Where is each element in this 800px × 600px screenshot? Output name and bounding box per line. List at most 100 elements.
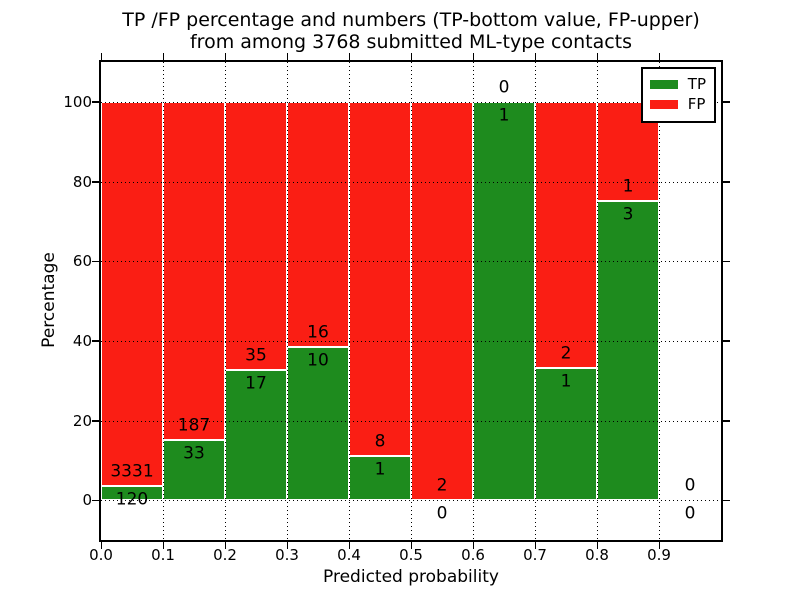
plot-area: TP FP 3331 120 187 33 35 17 16 10 8 1 2 0 0 1 2 1 1 3 0 0 <box>99 60 723 542</box>
tp-count-label: 3 <box>622 204 634 225</box>
tp-bar-segment <box>473 101 535 501</box>
y-tick-mark <box>92 340 99 342</box>
tp-swatch <box>649 80 678 89</box>
fp-count-label: 187 <box>177 415 211 436</box>
tp-count-label: 0 <box>684 503 696 524</box>
legend: TP FP <box>640 67 716 123</box>
x-tick-mark <box>472 542 474 549</box>
fp-count-label: 1 <box>622 176 634 197</box>
fp-bar-segment <box>411 101 473 501</box>
x-gridline <box>597 62 598 540</box>
y-tick-mark <box>92 260 99 263</box>
y-tick-mark-right <box>723 260 730 263</box>
tp-count-label: 0 <box>436 503 448 524</box>
legend-label-fp: FP <box>687 95 706 113</box>
y-tick-mark-right <box>723 101 730 103</box>
x-gridline <box>411 62 412 540</box>
fp-count-label: 2 <box>436 475 448 496</box>
x-tick-label: 0.4 <box>337 546 361 564</box>
tp-count-label: 120 <box>115 489 149 510</box>
legend-item-tp: TP <box>649 75 706 93</box>
x-tick-label: 0.1 <box>151 546 175 564</box>
x-tick-mark-top <box>100 53 102 60</box>
y-tick-mark <box>92 101 99 103</box>
x-gridline <box>163 62 164 540</box>
x-tick-label: 0.0 <box>89 546 113 564</box>
x-gridline <box>287 62 288 540</box>
tp-count-label: 1 <box>498 105 510 126</box>
chart-title: TP /FP percentage and numbers (TP-bottom… <box>101 9 721 53</box>
fp-count-label: 0 <box>498 77 510 98</box>
x-tick-mark <box>658 542 660 549</box>
x-tick-mark <box>534 542 536 549</box>
x-tick-mark <box>162 542 164 549</box>
fp-bar-segment <box>349 101 411 456</box>
x-axis-label: Predicted probability <box>323 567 499 587</box>
fp-count-label: 8 <box>374 431 386 452</box>
y-tick-label: 40 <box>72 331 92 350</box>
y-tick-mark-right <box>723 420 730 422</box>
fp-bar-segment <box>225 101 287 370</box>
x-tick-label: 0.5 <box>399 546 423 564</box>
x-tick-mark <box>348 542 350 549</box>
fp-count-label: 0 <box>684 475 696 496</box>
x-gridline <box>473 62 474 540</box>
tp-count-label: 1 <box>560 371 572 392</box>
chart-title-line2: from among 3768 submitted ML-type contac… <box>189 31 633 53</box>
tp-bar-segment <box>597 201 659 501</box>
x-tick-label: 0.8 <box>585 546 609 564</box>
fp-bar-segment <box>535 101 597 368</box>
y-tick-mark-right <box>723 499 730 502</box>
tp-count-label: 17 <box>245 373 267 394</box>
fp-count-label: 16 <box>307 322 329 343</box>
fp-bar-segment <box>101 101 163 487</box>
x-tick-label: 0.6 <box>461 546 485 564</box>
x-gridline <box>659 62 660 540</box>
fp-bar-segment <box>287 101 349 347</box>
tp-bar-segment <box>287 346 349 501</box>
x-tick-label: 0.3 <box>275 546 299 564</box>
x-tick-mark-top <box>410 53 412 60</box>
x-tick-label: 0.9 <box>647 546 671 564</box>
fp-swatch <box>649 100 678 109</box>
tp-bar-segment <box>225 369 287 501</box>
x-gridline <box>225 62 226 540</box>
x-tick-mark <box>286 542 288 549</box>
legend-label-tp: TP <box>687 75 706 93</box>
y-tick-mark-right <box>723 340 730 342</box>
x-tick-mark-top <box>348 53 350 60</box>
tp-count-label: 33 <box>183 443 205 464</box>
x-tick-mark-top <box>472 53 474 60</box>
y-tick-mark-right <box>723 181 730 183</box>
x-tick-mark-top <box>224 53 226 60</box>
y-tick-label: 20 <box>72 411 92 430</box>
x-tick-mark <box>596 542 598 549</box>
tp-bar-segment <box>163 440 225 501</box>
tp-bar-segment <box>101 486 163 501</box>
x-gridline <box>535 62 536 540</box>
fp-count-label: 35 <box>245 345 267 366</box>
x-tick-mark <box>224 542 226 549</box>
y-tick-label: 80 <box>72 172 92 191</box>
x-tick-mark-top <box>534 53 536 60</box>
x-tick-mark <box>410 542 412 549</box>
x-tick-mark-top <box>658 53 660 60</box>
tp-count-label: 1 <box>374 459 386 480</box>
tp-count-label: 10 <box>307 350 329 371</box>
y-tick-label: 0 <box>82 491 92 510</box>
fp-count-label: 3331 <box>110 461 154 482</box>
y-tick-mark <box>92 499 99 502</box>
x-tick-mark <box>100 542 102 549</box>
x-tick-mark-top <box>162 53 164 60</box>
legend-item-fp: FP <box>649 95 706 113</box>
x-tick-label: 0.2 <box>213 546 237 564</box>
x-tick-label: 0.7 <box>523 546 547 564</box>
y-tick-mark <box>92 420 99 422</box>
fp-count-label: 2 <box>560 343 572 364</box>
chart-title-line1: TP /FP percentage and numbers (TP-bottom… <box>122 9 700 31</box>
y-tick-label: 60 <box>72 252 92 271</box>
x-tick-mark-top <box>596 53 598 60</box>
y-tick-mark <box>92 181 99 183</box>
fp-bar-segment <box>163 101 225 441</box>
